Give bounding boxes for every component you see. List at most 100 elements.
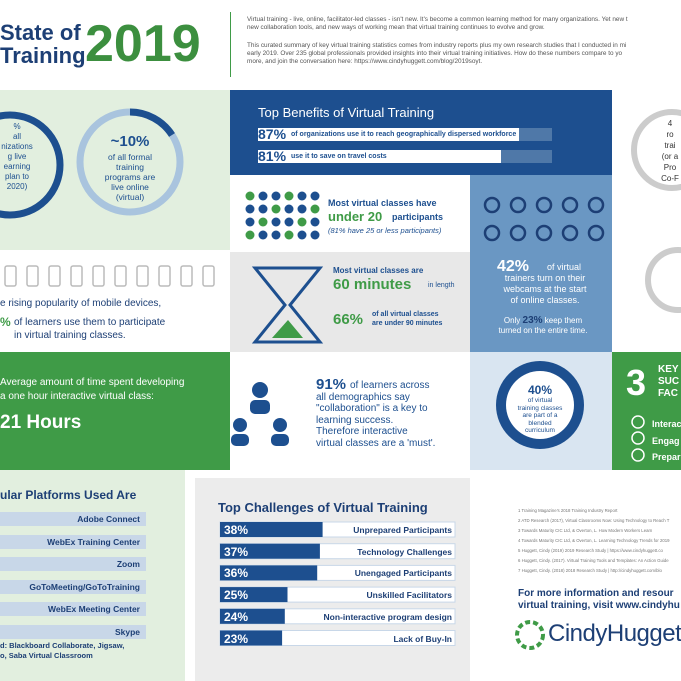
webcam — [561, 224, 579, 242]
phone — [92, 265, 105, 287]
text: Most virtual classes are — [333, 266, 424, 275]
people-icon — [231, 382, 289, 446]
stat-text: of virtual trainers turn on their webcams … — [480, 262, 610, 306]
dot — [297, 204, 307, 214]
phone — [202, 265, 215, 287]
text-line: nizations — [1, 142, 33, 151]
webcam — [535, 224, 553, 242]
ring — [645, 247, 681, 313]
text: in length — [428, 282, 455, 289]
text-line: webcams at the start — [503, 284, 587, 294]
text: of learners use them to participate — [14, 317, 166, 328]
dot — [271, 204, 281, 214]
stat-value: % — [0, 315, 11, 329]
dot — [310, 217, 320, 227]
text-line: live online — [111, 182, 149, 192]
platform-label: Skype — [114, 626, 140, 637]
ring — [0, 111, 64, 219]
text-line: trainers turn on their — [504, 273, 586, 283]
text-line: programs are — [104, 172, 156, 182]
text-line: plan to — [4, 172, 30, 181]
stat-value: 40% — [527, 383, 553, 397]
webcam — [509, 196, 527, 214]
platform-label: Adobe Connect — [77, 514, 140, 524]
key-number: 3 — [626, 362, 647, 403]
text: turned on the entire time. — [498, 326, 588, 335]
text-line: Engag — [652, 435, 680, 446]
ring-inner — [506, 371, 574, 439]
row-track — [0, 579, 146, 594]
phone — [136, 265, 149, 287]
text-line: virtual classes are a 'must'. — [316, 437, 436, 449]
dot — [271, 217, 281, 227]
dot — [258, 191, 268, 201]
text-line: 2020) — [6, 182, 28, 191]
text: e rising popularity of mobile devices, — [0, 298, 162, 309]
phone-icons — [4, 265, 215, 287]
text-line: % — [13, 122, 21, 131]
dot — [245, 191, 255, 201]
text-line: of learners across — [350, 380, 430, 391]
bar — [220, 522, 323, 537]
text-line: curriculum — [525, 427, 555, 434]
text-line: trai — [664, 141, 676, 150]
text-line: 6 Huggett, Cindy. (2017). Virtual Traini… — [518, 558, 669, 563]
platform-label: GoToMeeting/GoToTraining — [29, 581, 140, 592]
text-line: are part of a — [522, 412, 558, 419]
text-line: ro — [666, 130, 674, 139]
stat-text: 4 ro trai (or a Pro Co-F — [640, 118, 681, 184]
value-label: 36% — [224, 566, 249, 581]
footnotes: 1 Training Magazine's 2018 Training Indu… — [518, 506, 670, 576]
key-items: Interac Engag Prepar — [652, 416, 681, 466]
bar — [220, 565, 318, 581]
dot — [310, 191, 320, 201]
text-line: learning success. — [316, 414, 394, 426]
value-label: 25% — [224, 588, 249, 603]
row-track — [0, 624, 146, 639]
text-line: Therefore interactive — [316, 426, 408, 437]
dot — [245, 230, 255, 240]
bar — [220, 608, 285, 624]
bar-label: Unprepared Participants — [353, 525, 452, 535]
logo-mark — [515, 620, 545, 650]
text-line: all — [12, 132, 21, 141]
text-line: d: Blackboard Collaborate, Jigsaw, — [0, 641, 125, 650]
bar — [220, 587, 288, 603]
text-line: of all formal — [108, 152, 152, 162]
text-line: training — [116, 162, 144, 172]
logo: CindyHuggett — [548, 620, 681, 647]
text: Most virtual classes have — [328, 198, 437, 208]
dot — [297, 191, 307, 201]
phone — [70, 265, 83, 287]
dot — [310, 230, 320, 240]
dot — [297, 230, 307, 240]
hourglass-sand — [272, 320, 303, 338]
phone — [114, 265, 127, 287]
text-line: of virtual — [546, 262, 581, 272]
text-line: 5 Huggett, Cindy (2019) 2019 Research St… — [518, 548, 663, 553]
stat-text: of learners across all demographics say "c… — [316, 380, 435, 449]
text: of all virtual classes — [372, 311, 439, 318]
hourglass — [251, 266, 324, 344]
webcam — [561, 196, 579, 214]
phone — [4, 265, 17, 287]
text-line: all demographics say — [316, 391, 410, 403]
bar — [220, 543, 320, 559]
text-line: more, and join the conversation here: ht… — [247, 58, 483, 65]
text: are under 90 minutes — [372, 320, 443, 327]
text-line: SUC — [658, 376, 680, 387]
row-track — [0, 534, 146, 549]
stat-value: 23% — [522, 315, 543, 326]
text-line: blended — [528, 419, 552, 427]
text-line: 2 ATD Research (2017), Virtual Classroom… — [518, 518, 670, 523]
key-heading: KEY SUC FAC — [658, 364, 679, 400]
text-line: 4 Towards Maturity CIC Ltd, & Overton, L… — [518, 538, 670, 543]
phone — [48, 265, 61, 287]
text-line: For more information and resour — [518, 588, 674, 599]
bar-text: of organizations use it to reach geograp… — [291, 131, 517, 138]
text-line: KEY — [658, 364, 679, 375]
org-stat: % all nizations g live earning plan to 2020) — [0, 122, 42, 192]
ring — [631, 109, 681, 191]
platform-label: Zoom — [116, 559, 140, 569]
stat-text: of all formal training programs are live on… — [80, 152, 180, 202]
